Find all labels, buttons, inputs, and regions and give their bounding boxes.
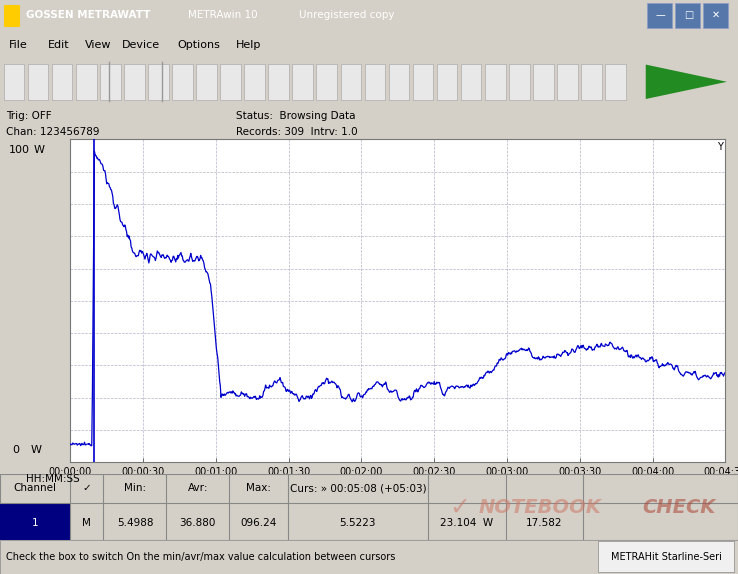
Text: 36.880: 36.880: [179, 518, 216, 528]
FancyBboxPatch shape: [124, 64, 145, 100]
FancyBboxPatch shape: [220, 64, 241, 100]
FancyBboxPatch shape: [148, 64, 169, 100]
FancyBboxPatch shape: [437, 64, 458, 100]
Polygon shape: [646, 65, 727, 99]
Text: View: View: [85, 40, 111, 51]
Text: M: M: [82, 518, 91, 528]
Text: □: □: [684, 10, 693, 20]
Text: Y: Y: [717, 142, 723, 152]
Text: Curs: » 00:05:08 (+05:03): Curs: » 00:05:08 (+05:03): [289, 483, 427, 493]
FancyBboxPatch shape: [172, 64, 193, 100]
FancyBboxPatch shape: [317, 64, 337, 100]
Text: CHECK: CHECK: [642, 498, 716, 518]
Text: METRAwin 10: METRAwin 10: [188, 10, 258, 20]
Text: Avr:: Avr:: [187, 483, 208, 493]
Text: GOSSEN METRAWATT: GOSSEN METRAWATT: [26, 10, 151, 20]
FancyBboxPatch shape: [389, 64, 410, 100]
FancyBboxPatch shape: [76, 64, 97, 100]
FancyBboxPatch shape: [269, 64, 289, 100]
FancyBboxPatch shape: [413, 64, 433, 100]
Text: W: W: [33, 145, 44, 154]
Bar: [598, 541, 734, 572]
Text: Device: Device: [122, 40, 160, 51]
FancyBboxPatch shape: [365, 64, 385, 100]
FancyBboxPatch shape: [485, 64, 506, 100]
FancyBboxPatch shape: [509, 64, 530, 100]
Text: NOTEBOOK: NOTEBOOK: [478, 498, 601, 518]
Text: 096.24: 096.24: [240, 518, 277, 528]
Text: ✕: ✕: [711, 10, 720, 20]
Text: Min:: Min:: [124, 483, 146, 493]
Text: Max:: Max:: [246, 483, 271, 493]
Text: ✓: ✓: [449, 496, 470, 520]
Text: 100: 100: [9, 145, 30, 154]
Text: Records: 309  Intrv: 1.0: Records: 309 Intrv: 1.0: [236, 127, 358, 137]
Text: Edit: Edit: [48, 40, 69, 51]
Text: ✓: ✓: [82, 483, 91, 493]
FancyBboxPatch shape: [52, 64, 72, 100]
Text: Unregistered copy: Unregistered copy: [299, 10, 394, 20]
Text: HH:MM:SS: HH:MM:SS: [26, 474, 80, 483]
FancyBboxPatch shape: [4, 64, 24, 100]
Text: 23.104  W: 23.104 W: [440, 518, 493, 528]
Text: 1: 1: [32, 518, 38, 528]
FancyBboxPatch shape: [196, 64, 217, 100]
Text: 17.582: 17.582: [525, 518, 562, 528]
Text: Trig: OFF: Trig: OFF: [6, 111, 52, 121]
Text: Status:  Browsing Data: Status: Browsing Data: [236, 111, 356, 121]
FancyBboxPatch shape: [292, 64, 313, 100]
FancyBboxPatch shape: [100, 64, 120, 100]
Text: 5.5223: 5.5223: [339, 518, 376, 528]
Bar: [647, 3, 672, 28]
Text: File: File: [9, 40, 27, 51]
FancyBboxPatch shape: [557, 64, 578, 100]
Bar: [0, 503, 70, 540]
Text: —: —: [655, 10, 666, 20]
FancyBboxPatch shape: [340, 64, 361, 100]
FancyBboxPatch shape: [461, 64, 481, 100]
FancyBboxPatch shape: [28, 64, 49, 100]
Bar: [703, 3, 728, 28]
Text: Help: Help: [236, 40, 261, 51]
FancyBboxPatch shape: [244, 64, 265, 100]
Bar: [4, 5, 20, 27]
Text: 5.4988: 5.4988: [117, 518, 154, 528]
Text: Chan: 123456789: Chan: 123456789: [6, 127, 100, 137]
FancyBboxPatch shape: [605, 64, 626, 100]
FancyBboxPatch shape: [581, 64, 601, 100]
Bar: [675, 3, 700, 28]
Text: Check the box to switch On the min/avr/max value calculation between cursors: Check the box to switch On the min/avr/m…: [6, 552, 396, 562]
Text: METRAHit Starline-Seri: METRAHit Starline-Seri: [611, 552, 722, 562]
Text: Options: Options: [177, 40, 220, 51]
Text: W: W: [31, 445, 42, 455]
Text: 0: 0: [13, 445, 19, 455]
Text: Channel: Channel: [13, 483, 56, 493]
FancyBboxPatch shape: [533, 64, 554, 100]
